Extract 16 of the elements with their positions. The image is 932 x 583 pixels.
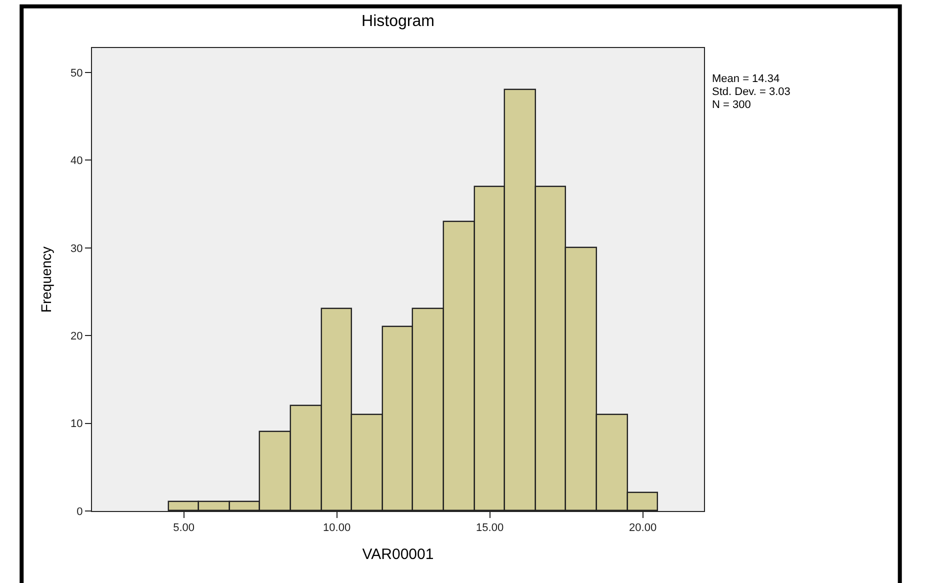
chart-title: Histogram <box>362 12 434 30</box>
y-tick-label: 10 <box>70 418 83 430</box>
x-tick-label: 20.00 <box>629 522 657 534</box>
y-tick-label: 30 <box>70 242 83 255</box>
y-tick-label: 50 <box>70 67 83 80</box>
text: N = 300 <box>712 99 751 111</box>
y-axis-title: Frequency <box>38 246 54 313</box>
y-tick-label: 40 <box>70 155 83 168</box>
y-tick-label: 20 <box>70 330 83 342</box>
x-axis-title: VAR00001 <box>362 546 434 564</box>
x-tick-label: 10.00 <box>323 522 351 534</box>
y-tick-label: 0 <box>76 506 83 518</box>
x-tick-label: 15.00 <box>476 522 504 534</box>
text: Mean = 14.34 <box>712 73 780 85</box>
text: Std. Dev. = 3.03 <box>712 86 790 98</box>
x-tick-label: 5.00 <box>173 522 195 534</box>
